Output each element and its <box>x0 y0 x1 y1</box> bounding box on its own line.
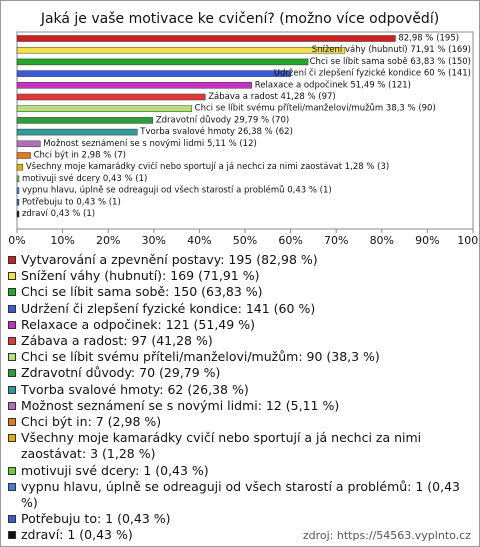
bar <box>16 117 154 124</box>
legend-label: Zábava a radost: 97 (41,28 %) <box>21 333 213 349</box>
legend-item: Vytvarování a zpevnění postavy: 195 (82,… <box>7 252 473 268</box>
legend-swatch <box>8 256 16 264</box>
x-tick-label: 50% <box>233 234 257 247</box>
legend-item: Možnost seznámení se s novými lidmi: 12 … <box>7 398 473 414</box>
legend-label: Možnost seznámení se s novými lidmi: 12 … <box>21 397 340 413</box>
bar-label: Chci se líbit sama sobě 63,83 % (150) <box>310 57 471 67</box>
bar-label: Relaxace a odpočinek 51,49 % (121) <box>255 79 411 90</box>
bar-label: Chci se líbit svému příteli/manželovi/mu… <box>195 103 436 114</box>
bar-label: Tvorba svalové hmoty 26,38 % (62) <box>139 126 293 137</box>
bar-label: Zábava a radost 41,28 % (97) <box>208 92 336 102</box>
bar <box>16 70 291 77</box>
legend-swatch <box>8 288 16 297</box>
source: zdroj: https://54563.vyplnto.cz <box>302 529 471 542</box>
legend-swatch <box>8 304 16 313</box>
x-tick-label: 60% <box>278 234 302 247</box>
legend-swatch <box>8 531 16 540</box>
legend-swatch <box>8 515 16 524</box>
legend-item: Zdravotní důvody: 70 (29,79 %) <box>7 365 473 381</box>
bar <box>16 199 20 206</box>
bar-label: 82,98 % (195) <box>398 34 459 44</box>
bar <box>16 175 20 183</box>
legend-label: vypnu hlavu, úplně se odreaguji od všech… <box>21 478 461 511</box>
legend-label: Relaxace a odpočinek: 121 (51,49 %) <box>21 316 255 332</box>
legend-label: Všechny moje kamarádky cvičí nebo sportu… <box>21 430 422 462</box>
legend-swatch <box>8 353 16 362</box>
legend-item: Potřebuju to: 1 (0,43 %) <box>7 511 473 527</box>
bar-label: zdraví 0,43 % (1) <box>22 209 95 219</box>
bar <box>16 82 253 89</box>
bar <box>16 163 24 171</box>
plot: Jaká je vaše motivace ke cvičení? (možno… <box>8 11 479 247</box>
legend-swatch <box>8 369 16 378</box>
legend-label: Udržení či zlepšení fyzické kondice: 141… <box>21 300 316 316</box>
bar-label: Všechny moje kamarádky cvičí nebo sportu… <box>26 161 389 172</box>
legend-label: Zdravotní důvody: 70 (29,79 %) <box>21 365 221 381</box>
x-tick-label: 20% <box>96 234 120 247</box>
legend-item: vypnu hlavu, úplně se odreaguji od všech… <box>7 479 473 511</box>
x-tick-label: 90% <box>415 234 439 247</box>
legend-label: Tvorba svalové hmoty: 62 (26,38 %) <box>21 381 249 397</box>
bar-label: vypnu hlavu, úplně se odreaguji od všech… <box>22 185 332 196</box>
legend-item: Zábava a radost: 97 (41,28 %) <box>7 333 473 349</box>
bar <box>16 93 206 101</box>
x-tick-label: 30% <box>142 234 166 247</box>
legend: Vytvarování a zpevnění postavy: 195 (82,… <box>7 252 473 544</box>
bar-label: Zdravotní důvody 29,79 % (70) <box>156 114 289 125</box>
legend-swatch <box>8 401 16 410</box>
bar-label: motivuji své dcery 0,43 % (1) <box>22 173 147 184</box>
legend-swatch <box>8 466 16 475</box>
bar <box>16 187 20 194</box>
bar <box>16 46 346 54</box>
legend-swatch <box>8 434 16 443</box>
legend-label: zdraví: 1 (0,43 %) <box>21 527 133 543</box>
legend-label: Chci se líbit svému příteli/manželovi/mu… <box>21 349 380 365</box>
legend-item: Snížení váhy (hubnutí): 169 (71,91 %) <box>7 268 473 284</box>
bar <box>16 58 309 66</box>
x-tick-label: 100% <box>457 234 479 247</box>
legend-item: Udržení či zlepšení fyzické kondice: 141… <box>7 301 473 317</box>
bar-label: Snížení váhy (hubnutí) 71,91 % (169) <box>312 45 471 55</box>
x-tick-label: 10% <box>50 234 74 247</box>
legend-label: Vytvarování a zpevnění postavy: 195 (82,… <box>21 252 318 267</box>
bar-label: Potřebuju to 0,43 % (1) <box>22 197 121 207</box>
legend-item: Všechny moje kamarádky cvičí nebo sportu… <box>7 430 473 462</box>
legend-label: Chci se líbit sama sobě: 150 (63,83 %) <box>21 284 263 300</box>
legend-item: Chci se líbit svému příteli/manželovi/mu… <box>7 349 473 365</box>
bar-label: Udržení či zlepšení fyzické kondice 60 %… <box>274 68 471 79</box>
legend-item: Chci se líbit sama sobě: 150 (63,83 %) <box>7 284 473 300</box>
x-tick-label: 40% <box>187 234 211 247</box>
legend-swatch <box>8 385 16 394</box>
chart-title: Jaká je vaše motivace ke cvičení? (možno… <box>40 11 439 27</box>
legend-item: motivuji své dcery: 1 (0,43 %) <box>7 463 473 479</box>
legend-label: Potřebuju to: 1 (0,43 %) <box>21 511 171 527</box>
legend-label: motivuji své dcery: 1 (0,43 %) <box>21 462 209 478</box>
bar <box>16 35 396 42</box>
bar <box>16 152 31 159</box>
x-tick-label: 0% <box>8 234 25 247</box>
legend-item: Tvorba svalové hmoty: 62 (26,38 %) <box>7 382 473 398</box>
legend-swatch <box>8 482 16 491</box>
bar-label: Možnost seznámení se s novými lidmi 5,11… <box>43 139 257 149</box>
legend-item: Chci být in: 7 (2,98 %) <box>7 414 473 430</box>
bar-label: Chci být in 2,98 % (7) <box>34 151 126 161</box>
legend-label: Chci být in: 7 (2,98 %) <box>21 414 162 430</box>
legend-item: Relaxace a odpočinek: 121 (51,49 %) <box>7 317 473 333</box>
x-tick-label: 70% <box>324 234 348 247</box>
bar <box>16 210 20 218</box>
legend-item: zdraví: 1 (0,43 %) <box>7 527 473 543</box>
legend-swatch <box>8 418 16 427</box>
bar <box>16 105 192 112</box>
bar <box>16 140 41 148</box>
bar <box>16 128 138 136</box>
legend-swatch <box>8 272 16 281</box>
legend-swatch <box>8 337 16 346</box>
legend-label: Snížení váhy (hubnutí): 169 (71,91 %) <box>21 268 260 284</box>
legend-swatch <box>8 320 16 329</box>
x-tick-label: 80% <box>370 234 394 247</box>
